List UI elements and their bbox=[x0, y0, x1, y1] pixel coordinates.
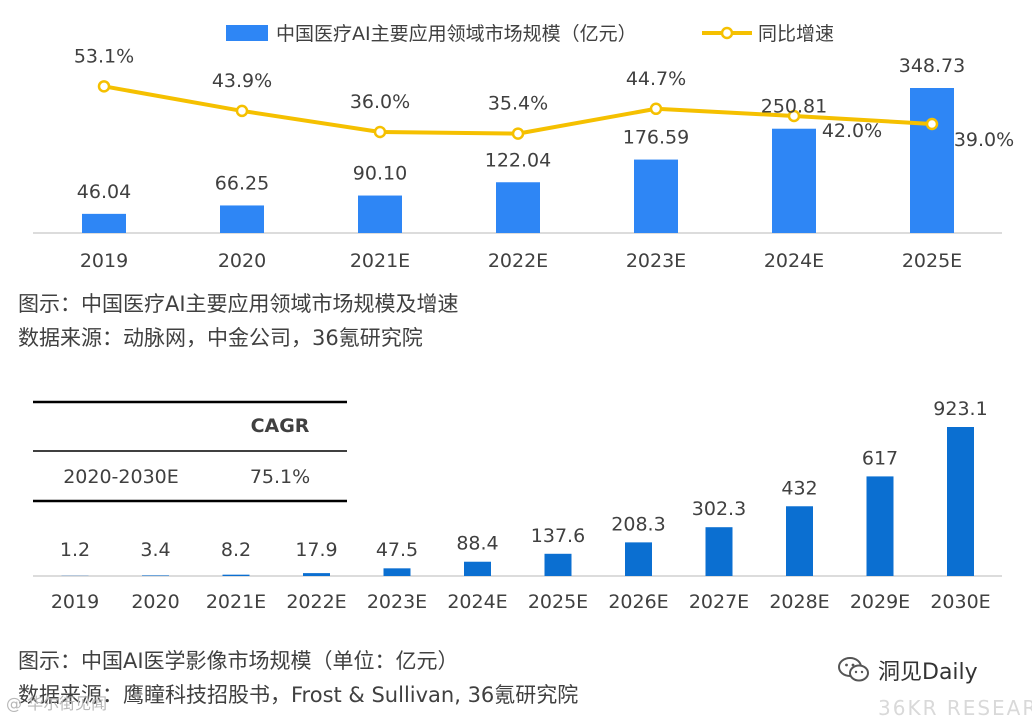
bar-2021E bbox=[358, 196, 402, 233]
x-tick-label: 2020 bbox=[131, 591, 179, 613]
growth-point bbox=[99, 81, 109, 91]
bar-value-label: 923.1 bbox=[933, 398, 987, 420]
bar-value-label: 122.04 bbox=[485, 149, 551, 171]
bar-2030E bbox=[947, 427, 974, 576]
x-tick-label: 2021E bbox=[206, 591, 266, 613]
bar-2021E bbox=[223, 575, 250, 576]
bar-2025E bbox=[910, 88, 954, 233]
x-tick-label: 2022E bbox=[488, 250, 548, 272]
bar-2020 bbox=[142, 575, 169, 576]
chart1-title-caption: 图示：中国医疗AI主要应用领域市场规模及增速 bbox=[18, 294, 459, 315]
bar-2020 bbox=[220, 205, 264, 233]
growth-value-label: 53.1% bbox=[74, 45, 134, 67]
legend-line-marker bbox=[722, 28, 732, 38]
growth-point bbox=[513, 129, 523, 139]
bar-value-label: 46.04 bbox=[77, 181, 131, 203]
bar-value-label: 90.10 bbox=[353, 163, 407, 185]
cagr-table: CAGR 2020-2030E 75.1% bbox=[33, 402, 347, 501]
bar-2023E bbox=[634, 160, 678, 233]
chart-ai-imaging-market: CAGR 2020-2030E 75.1% 1.2 2019 3.4 2020 8.2 2… bbox=[0, 380, 1032, 640]
bar-value-label: 3.4 bbox=[140, 539, 170, 561]
growth-point bbox=[927, 119, 937, 129]
bar-2026E bbox=[625, 542, 652, 576]
legend-line-label: 同比增速 bbox=[758, 23, 834, 45]
bar-value-label: 348.73 bbox=[899, 55, 965, 77]
brand-name: 洞见Daily bbox=[878, 654, 978, 686]
legend: 中国医疗AI主要应用领域市场规模（亿元） 同比增速 bbox=[226, 23, 834, 45]
x-tick-label: 2023E bbox=[367, 591, 427, 613]
legend-bar-label: 中国医疗AI主要应用领域市场规模（亿元） bbox=[276, 23, 637, 45]
bar-2019 bbox=[82, 214, 126, 233]
bar-value-label: 208.3 bbox=[611, 513, 665, 535]
bar-value-label: 1.2 bbox=[60, 539, 90, 561]
x-tick-label: 2019 bbox=[80, 250, 128, 272]
bar-value-label: 66.25 bbox=[215, 172, 269, 194]
bar-2028E bbox=[786, 506, 813, 576]
wechat-icon bbox=[838, 656, 870, 684]
table-cell-period: 2020-2030E bbox=[63, 466, 179, 488]
legend-bar-swatch bbox=[226, 25, 268, 41]
table-header-cagr: CAGR bbox=[251, 415, 310, 437]
growth-value-label: 43.9% bbox=[212, 70, 272, 92]
bar-2025E bbox=[545, 554, 572, 576]
table-cell-cagr-value: 75.1% bbox=[250, 466, 310, 488]
bar-value-label: 250.81 bbox=[761, 96, 827, 118]
growth-value-label: 39.0% bbox=[954, 129, 1014, 151]
x-tick-label: 2021E bbox=[350, 250, 410, 272]
x-tick-label: 2019 bbox=[51, 591, 99, 613]
growth-point bbox=[237, 106, 247, 116]
bar-2029E bbox=[867, 476, 894, 576]
growth-value-label: 42.0% bbox=[822, 120, 882, 142]
watermark-right: 36KR RESEARCH bbox=[878, 696, 1032, 720]
x-tick-label: 2020 bbox=[218, 250, 266, 272]
x-tick-label: 2024E bbox=[447, 591, 507, 613]
x-tick-label: 2028E bbox=[769, 591, 829, 613]
x-tick-label: 2027E bbox=[689, 591, 749, 613]
chart-medical-ai-market: 中国医疗AI主要应用领域市场规模（亿元） 同比增速 46.04 2019 66.25… bbox=[0, 0, 1032, 290]
x-tick-label: 2023E bbox=[626, 250, 686, 272]
bar-2024E bbox=[464, 562, 491, 576]
growth-value-label: 35.4% bbox=[488, 93, 548, 115]
growth-point bbox=[375, 127, 385, 137]
bar-value-label: 432 bbox=[781, 477, 817, 499]
bar-2024E bbox=[772, 129, 816, 233]
x-tick-label: 2025E bbox=[528, 591, 588, 613]
bar-2022E bbox=[496, 182, 540, 233]
bar-2022E bbox=[303, 573, 330, 576]
growth-value-label: 44.7% bbox=[626, 68, 686, 90]
bar-value-label: 47.5 bbox=[376, 539, 418, 561]
growth-point bbox=[651, 104, 661, 114]
growth-value-label: 36.0% bbox=[350, 91, 410, 113]
brand-watermark: 洞见Daily bbox=[838, 654, 978, 686]
bar-value-label: 137.6 bbox=[531, 525, 585, 547]
bar-value-label: 176.59 bbox=[623, 127, 689, 149]
x-tick-label: 2022E bbox=[286, 591, 346, 613]
x-tick-label: 2025E bbox=[902, 250, 962, 272]
bar-value-label: 8.2 bbox=[221, 539, 251, 561]
bar-value-label: 17.9 bbox=[295, 539, 337, 561]
bar-value-label: 302.3 bbox=[692, 498, 746, 520]
bar-2023E bbox=[384, 568, 411, 576]
bar-value-label: 88.4 bbox=[456, 533, 498, 555]
x-tick-label: 2030E bbox=[930, 591, 990, 613]
bar-value-label: 617 bbox=[862, 447, 898, 469]
x-tick-label: 2026E bbox=[608, 591, 668, 613]
chart1-source-caption: 数据来源：动脉网，中金公司，36氪研究院 bbox=[18, 328, 423, 349]
x-tick-label: 2029E bbox=[850, 591, 910, 613]
x-tick-label: 2024E bbox=[764, 250, 824, 272]
watermark-left: @ 华尔街见闻 bbox=[6, 690, 107, 714]
chart2-title-caption: 图示：中国AI医学影像市场规模（单位：亿元） bbox=[18, 651, 459, 672]
bar-2027E bbox=[706, 527, 733, 576]
